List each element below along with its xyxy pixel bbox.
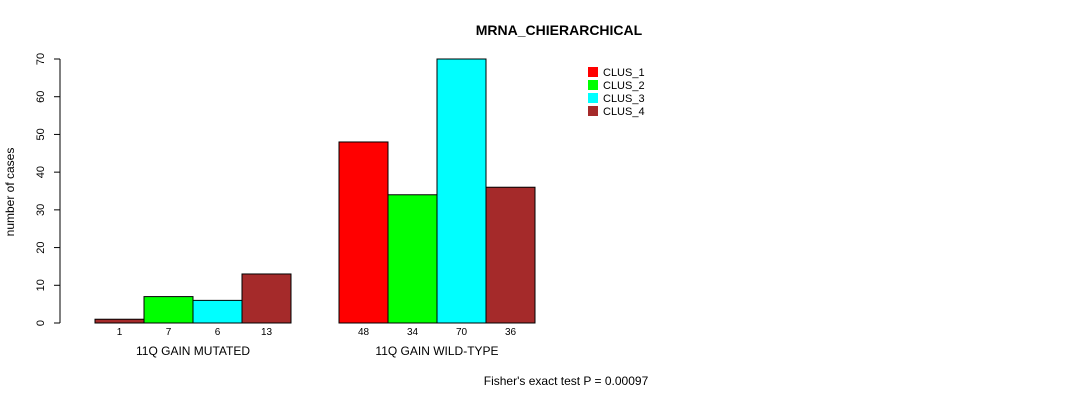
group-label-1: 11Q GAIN MUTATED xyxy=(136,344,250,358)
group-label-2: 11Q GAIN WILD-TYPE xyxy=(375,344,498,358)
y-tick-label: 60 xyxy=(35,91,47,103)
y-axis: 0 10 20 30 40 50 60 70 xyxy=(35,53,61,326)
y-tick-label: 70 xyxy=(35,53,47,65)
bar-clus_1-group-1 xyxy=(94,318,145,324)
bar-value-label-clus_2-group-2: 34 xyxy=(407,327,419,338)
legend-swatch-clus_4 xyxy=(588,106,598,116)
y-axis-title: number of cases xyxy=(3,148,17,237)
bar-value-label-clus_4-group-1: 13 xyxy=(261,327,273,338)
legend-label-clus_1: CLUS_1 xyxy=(603,67,645,79)
bar-value-label-clus_3-group-2: 70 xyxy=(456,327,468,338)
y-tick-label: 30 xyxy=(35,204,47,216)
y-tick-label: 0 xyxy=(35,320,47,326)
y-tick-label: 50 xyxy=(35,128,47,140)
bar-clus_4-group-2 xyxy=(485,186,536,324)
bar-clus_2-group-2 xyxy=(387,194,438,324)
legend-label-clus_2: CLUS_2 xyxy=(603,80,645,92)
bar-value-label-clus_3-group-1: 6 xyxy=(215,327,221,338)
legend-swatch-clus_2 xyxy=(588,80,598,90)
fisher-test-footnote: Fisher's exact test P = 0.00097 xyxy=(484,374,649,388)
legend-label-clus_3: CLUS_3 xyxy=(603,93,645,105)
bar-clus_3-group-2 xyxy=(436,58,487,324)
legend-swatch-clus_3 xyxy=(588,93,598,103)
bar-value-label-clus_1-group-2: 48 xyxy=(358,327,370,338)
bar-clus_4-group-1 xyxy=(241,273,292,324)
bars xyxy=(94,58,536,324)
legend-swatch-clus_1 xyxy=(588,67,598,77)
bar-clus_1-group-2 xyxy=(338,141,389,324)
bar-clus_2-group-1 xyxy=(143,296,194,324)
y-tick-label: 20 xyxy=(35,241,47,253)
legend-label-clus_4: CLUS_4 xyxy=(603,106,645,118)
bar-clus_3-group-1 xyxy=(192,299,243,324)
bar-labels: 1 7 6 13 48 34 70 36 xyxy=(117,327,517,338)
group-labels: 11Q GAIN MUTATED 11Q GAIN WILD-TYPE xyxy=(136,344,499,358)
y-tick-label: 10 xyxy=(35,279,47,291)
chart-title: MRNA_CHIERARCHICAL xyxy=(476,22,643,38)
bar-value-label-clus_1-group-1: 1 xyxy=(117,327,123,338)
bar-value-label-clus_4-group-2: 36 xyxy=(505,327,517,338)
bar-value-label-clus_2-group-1: 7 xyxy=(166,327,172,338)
y-tick-label: 40 xyxy=(35,166,47,178)
